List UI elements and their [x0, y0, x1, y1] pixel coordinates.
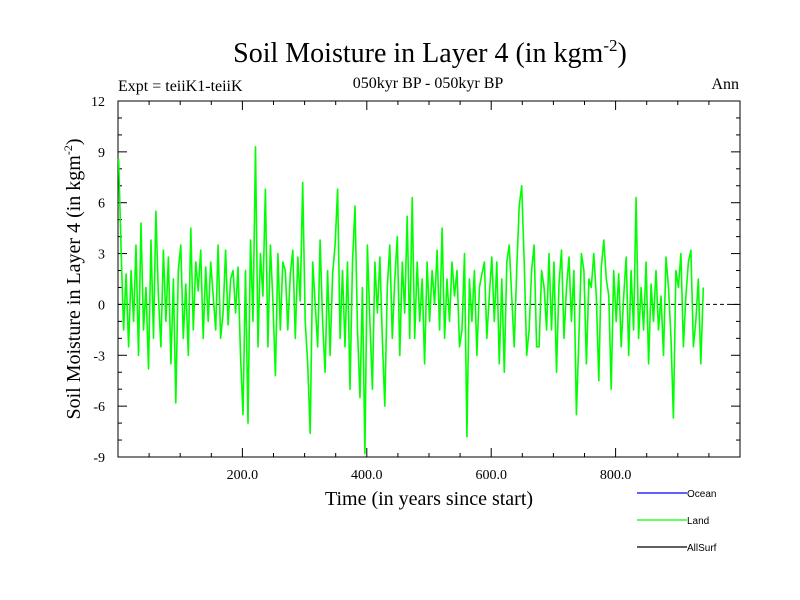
- y-axis-label-sup: -2: [61, 145, 75, 155]
- expt-label: Expt = teiiK1-teiiK: [118, 78, 243, 95]
- x-axis-label: Time (in years since start): [325, 488, 533, 510]
- y-axis-label: Soil Moisture in Layer 4 (in kgm-2): [61, 138, 85, 419]
- y-tick-label: -9: [93, 451, 105, 466]
- y-tick-label: 0: [98, 298, 105, 313]
- y-tick-label: 6: [98, 197, 105, 212]
- x-tick-label: 400.0: [351, 468, 383, 483]
- season-label: Ann: [711, 76, 739, 93]
- y-tick-label: 12: [91, 95, 105, 110]
- legend-label-land: Land: [687, 516, 709, 527]
- series-line-land: [117, 146, 705, 455]
- y-axis-ticks: -9 -6 -3 0 3 6 9 12: [91, 95, 740, 466]
- legend-label-ocean: Ocean: [687, 489, 716, 500]
- legend: Ocean Land AllSurf: [637, 489, 717, 554]
- chart-title-main: Soil Moisture in Layer 4 (in kgm: [233, 38, 603, 69]
- x-tick-label: 200.0: [227, 468, 259, 483]
- y-tick-label: 9: [98, 146, 105, 161]
- y-tick-label: -6: [93, 400, 105, 415]
- y-tick-label: 3: [98, 248, 105, 263]
- y-axis-label-main: Soil Moisture in Layer 4 (in kgm: [63, 155, 85, 420]
- chart-title-sup: -2: [603, 36, 617, 55]
- x-axis-ticks: 200.0 400.0 600.0 800.0: [148, 101, 710, 483]
- y-axis-label-suffix: ): [63, 138, 85, 145]
- x-tick-label: 600.0: [475, 468, 507, 483]
- chart-subtitle: 050kyr BP - 050kyr BP: [353, 75, 504, 92]
- y-tick-label: -3: [93, 349, 105, 364]
- x-tick-label: 800.0: [600, 468, 632, 483]
- chart-title: Soil Moisture in Layer 4 (in kgm-2): [233, 36, 627, 69]
- legend-label-allsurf: AllSurf: [687, 543, 717, 554]
- chart-title-suffix: ): [618, 38, 627, 69]
